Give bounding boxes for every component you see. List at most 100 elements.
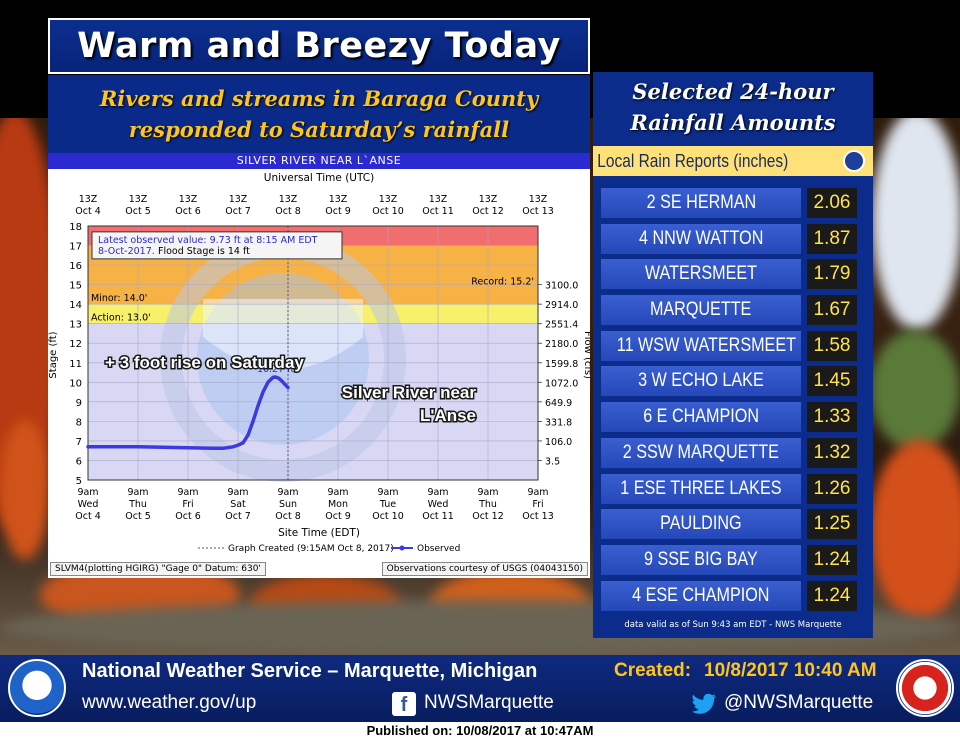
legend-created: Graph Created (9:15AM Oct 8, 2017) <box>228 544 394 554</box>
rainfall-row: 6 E CHAMPION 1.33 <box>601 402 863 433</box>
stage-tick-label: 7 <box>76 437 82 448</box>
rainfall-location: 4 ESE CHAMPION <box>601 580 801 611</box>
stage-tick-label: 16 <box>69 261 82 272</box>
rainfall-location: 2 SSW MARQUETTE <box>601 437 801 468</box>
stage-tick-label: 12 <box>69 339 82 350</box>
observed-series-line <box>86 375 290 451</box>
rainfall-amount: 1.87 <box>807 223 857 254</box>
hydrograph-title: SILVER RIVER NEAR L`ANSE <box>48 153 590 169</box>
site-time-tick-label: Wed <box>428 499 449 510</box>
flow-tick-label: 3.5 <box>545 456 560 467</box>
site-time-tick-label: Oct 7 <box>225 511 251 522</box>
rainfall-heading-line: Selected 24-hour <box>632 79 834 104</box>
site-time-tick-label: 9am <box>127 487 148 498</box>
stage-tick-label: 13 <box>69 320 82 331</box>
rainfall-location-text: 1 ESE THREE LAKES <box>620 477 782 499</box>
subtitle-line: Rivers and streams in Baraga County <box>99 86 539 111</box>
flow-tick-label: 331.8 <box>545 417 572 428</box>
utc-tick-label: 13Z <box>529 194 548 205</box>
site-time-tick-label: Fri <box>532 499 543 510</box>
utc-tick-label: 13Z <box>229 194 248 205</box>
nws-logo <box>896 659 954 717</box>
organization-name: National Weather Service – Marquette, Mi… <box>82 660 538 682</box>
utc-tick-label: 13Z <box>129 194 148 205</box>
twitter-handle[interactable]: @NWSMarquette <box>724 692 874 713</box>
rainfall-amount: 1.33 <box>807 402 857 433</box>
rainfall-location: MARQUETTE <box>601 295 801 326</box>
latest-observed-line: 8-Oct-2017. <box>98 246 155 257</box>
hydrograph-panel: SILVER RIVER NEAR L`ANSE Universal Time … <box>48 153 590 578</box>
rainfall-location-text: 11 WSW WATERSMEET <box>616 334 796 356</box>
rainfall-location-text: 4 ESE CHAMPION <box>632 584 770 606</box>
source-note: Observations courtesy of USGS (04043150) <box>381 562 588 576</box>
utc-tick-label: 13Z <box>379 194 398 205</box>
rainfall-row: MARQUETTE 1.67 <box>601 295 863 326</box>
rainfall-location-text: 6 E CHAMPION <box>643 406 759 428</box>
site-time-tick-label: Oct 6 <box>175 511 201 522</box>
facebook-icon[interactable]: f <box>392 692 416 716</box>
stage-tick-label: 10 <box>69 378 82 389</box>
twitter-icon[interactable] <box>692 692 718 716</box>
legend: Graph Created (9:15AM Oct 8, 2017) Obser… <box>198 544 460 554</box>
site-time-tick-label: Oct 5 <box>125 511 151 522</box>
rainfall-row: WATERSMEET 1.79 <box>601 259 863 290</box>
rainfall-location-text: WATERSMEET <box>644 263 758 285</box>
rainfall-location: 1 ESE THREE LAKES <box>601 473 801 504</box>
flow-tick-label: 2551.4 <box>545 320 578 331</box>
stage-tick-label: 8 <box>76 417 82 428</box>
site-time-tick-label: 9am <box>477 487 498 498</box>
site-time-tick-label: Oct 11 <box>422 511 454 522</box>
rainfall-amount: 1.58 <box>807 330 857 361</box>
utc-tick-label: Oct 12 <box>472 206 504 217</box>
rainfall-location-text: 2 SSW MARQUETTE <box>622 441 780 463</box>
rainfall-row: 3 W ECHO LAKE 1.45 <box>601 366 863 397</box>
utc-tick-label: 13Z <box>179 194 198 205</box>
peak-label: 10.27 ft <box>257 364 294 375</box>
site-time-tick-label: Fri <box>182 499 193 510</box>
subtitle-line: responded to Saturday’s rainfall <box>128 117 510 142</box>
stage-tick-label: 11 <box>69 359 82 370</box>
rainfall-subheader: Local Rain Reports (inches) <box>593 146 873 176</box>
site-time-tick-label: Oct 13 <box>522 511 554 522</box>
rainfall-location: 9 SSE BIG BAY <box>601 544 801 575</box>
rainfall-location-text: 3 W ECHO LAKE <box>638 370 764 392</box>
rise-annotation: + 3 foot rise on Saturday <box>105 353 304 372</box>
utc-tick-label: Oct 9 <box>325 206 351 217</box>
flow-tick-label: 1072.0 <box>545 378 578 389</box>
rainfall-location: PAULDING <box>601 509 801 540</box>
site-time-tick-label: Thu <box>478 499 497 510</box>
published-date: Published on: 10/08/2017 at 10:47AM <box>0 722 960 740</box>
rainfall-location-text: MARQUETTE <box>650 299 752 321</box>
utc-tick-label: 13Z <box>329 194 348 205</box>
flow-tick-label: 106.0 <box>545 437 572 448</box>
rainfall-amount: 1.24 <box>807 580 857 611</box>
noaa-logo <box>8 659 66 717</box>
stage-tick-label: 6 <box>76 456 82 467</box>
website-link[interactable]: www.weather.gov/up <box>82 692 257 713</box>
stage-tick-label: 5 <box>76 476 82 487</box>
noaa-watermark <box>203 298 363 370</box>
site-time-tick-label: Wed <box>78 499 99 510</box>
rainfall-location: 11 WSW WATERSMEET <box>601 330 801 361</box>
site-time-tick-label: Oct 4 <box>75 511 101 522</box>
rainfall-location-text: 2 SE HERMAN <box>646 192 756 213</box>
facebook-handle[interactable]: NWSMarquette <box>424 692 554 713</box>
site-time-tick-label: Oct 10 <box>372 511 404 522</box>
utc-tick-label: Oct 11 <box>422 206 454 217</box>
rainfall-heading: Selected 24-hour Rainfall Amounts <box>593 76 873 138</box>
site-time-tick-label: 9am <box>277 487 298 498</box>
site-time-tick-label: 9am <box>527 487 548 498</box>
rainfall-note: data valid as of Sun 9:43 am EDT - NWS M… <box>624 620 842 630</box>
rainfall-location-text: 4 NNW WATTON <box>638 227 764 249</box>
flow-tick-label: 2180.0 <box>545 339 578 350</box>
rainfall-amount: 1.67 <box>807 295 857 326</box>
top-axis-title: Universal Time (UTC) <box>264 172 374 184</box>
datum-note: SLVM4(plotting HGIRG) "Gage 0" Datum: 63… <box>50 562 266 576</box>
site-time-tick-label: Mon <box>328 499 348 510</box>
rainfall-list: 2 SE HERMAN 2.06 4 NNW WATTON 1.87 WATERSMEE… <box>601 188 863 616</box>
plot-frame <box>87 225 539 481</box>
utc-tick-label: Oct 6 <box>175 206 201 217</box>
title-banner: Warm and Breezy Today <box>48 18 590 74</box>
rainfall-amount: 1.45 <box>807 366 857 397</box>
